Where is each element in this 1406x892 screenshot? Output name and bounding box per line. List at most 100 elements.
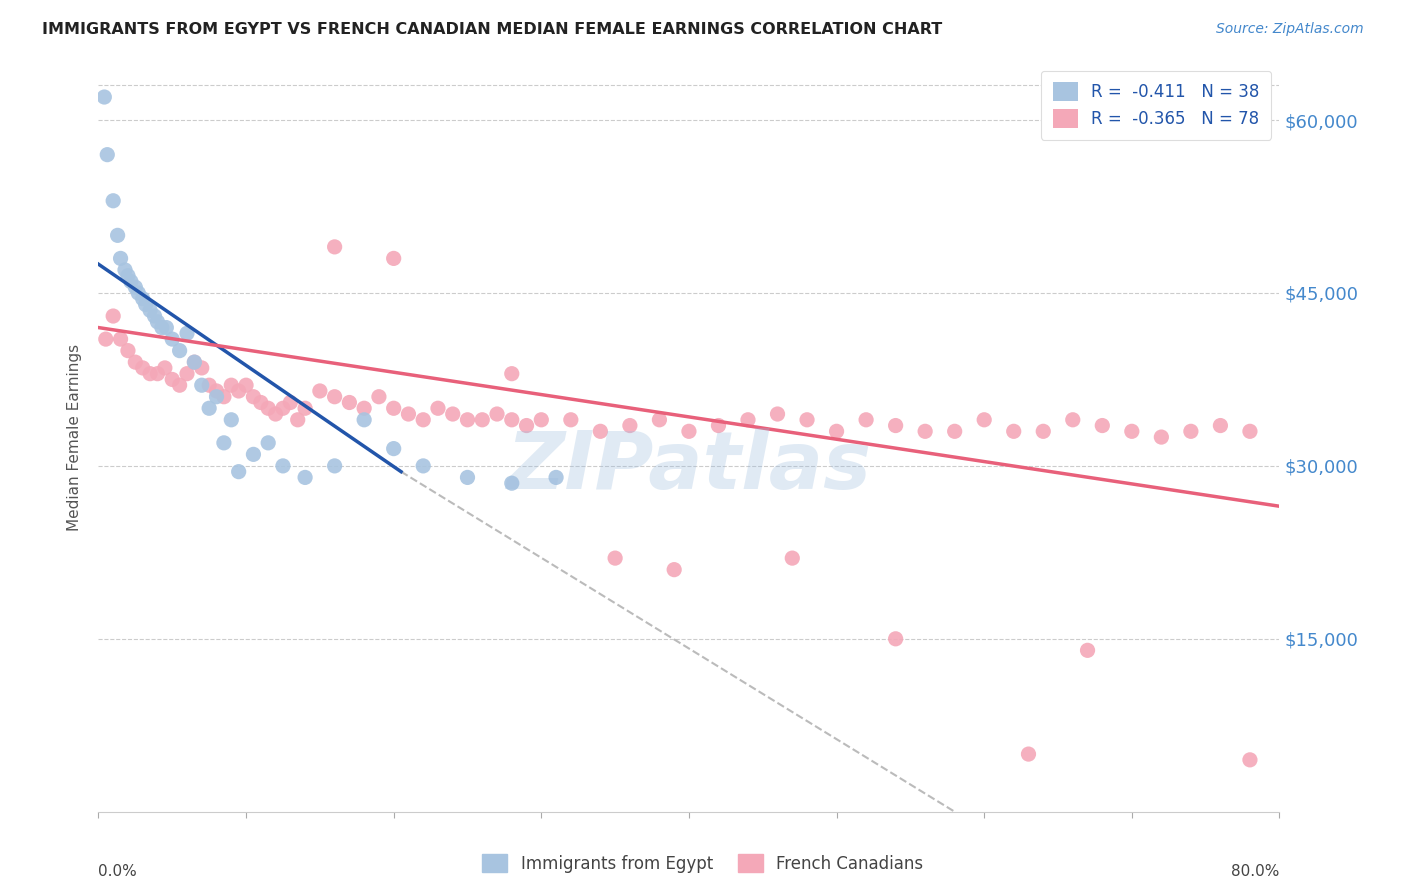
Point [486, 407, 509, 421]
Text: 0.0%: 0.0% [98, 863, 138, 879]
Point [1091, 418, 1114, 433]
Point [132, 360, 155, 375]
Point [96, 147, 118, 161]
Point [250, 395, 273, 409]
Point [228, 465, 250, 479]
Point [103, 194, 125, 208]
Point [1077, 643, 1099, 657]
Point [457, 413, 479, 427]
Point [120, 275, 142, 289]
Point [169, 343, 191, 358]
Point [146, 367, 169, 381]
Point [242, 447, 264, 461]
Point [191, 360, 214, 375]
Point [103, 309, 125, 323]
Point [648, 413, 671, 427]
Point [205, 384, 228, 398]
Point [257, 435, 280, 450]
Point [124, 355, 146, 369]
Y-axis label: Median Female Earnings: Median Female Earnings [67, 343, 83, 531]
Point [183, 355, 205, 369]
Point [309, 384, 332, 398]
Point [221, 413, 243, 427]
Point [1062, 413, 1084, 427]
Point [546, 470, 568, 484]
Point [530, 413, 553, 427]
Point [323, 240, 346, 254]
Legend: Immigrants from Egypt, French Canadians: Immigrants from Egypt, French Canadians [475, 847, 931, 880]
Text: IMMIGRANTS FROM EGYPT VS FRENCH CANADIAN MEDIAN FEMALE EARNINGS CORRELATION CHAR: IMMIGRANTS FROM EGYPT VS FRENCH CANADIAN… [42, 22, 942, 37]
Point [146, 315, 169, 329]
Point [796, 413, 818, 427]
Point [280, 395, 302, 409]
Point [398, 407, 420, 421]
Point [1002, 425, 1025, 439]
Point [457, 470, 479, 484]
Point [619, 418, 641, 433]
Point [412, 458, 434, 473]
Point [135, 297, 157, 311]
Point [287, 413, 309, 427]
Point [228, 384, 250, 398]
Point [471, 413, 494, 427]
Point [162, 372, 183, 386]
Point [176, 367, 198, 381]
Point [205, 390, 228, 404]
Text: Source: ZipAtlas.com: Source: ZipAtlas.com [1216, 22, 1364, 37]
Point [176, 326, 198, 341]
Point [191, 378, 214, 392]
Point [114, 263, 136, 277]
Point [124, 280, 146, 294]
Point [737, 413, 759, 427]
Point [884, 418, 907, 433]
Point [221, 378, 243, 392]
Point [441, 407, 464, 421]
Point [973, 413, 995, 427]
Point [353, 401, 375, 416]
Point [825, 425, 848, 439]
Point [323, 390, 346, 404]
Point [353, 413, 375, 427]
Point [516, 418, 538, 433]
Point [339, 395, 361, 409]
Point [1032, 425, 1054, 439]
Point [153, 360, 176, 375]
Text: ZIPatlas: ZIPatlas [506, 428, 872, 506]
Point [605, 551, 627, 566]
Point [1239, 425, 1261, 439]
Point [139, 303, 162, 318]
Point [271, 401, 294, 416]
Point [117, 268, 139, 283]
Point [117, 343, 139, 358]
Point [235, 378, 257, 392]
Point [183, 355, 205, 369]
Point [198, 401, 221, 416]
Point [169, 378, 191, 392]
Point [943, 425, 966, 439]
Point [271, 458, 294, 473]
Point [427, 401, 450, 416]
Point [242, 390, 264, 404]
Point [766, 407, 789, 421]
Point [150, 320, 173, 334]
Point [110, 252, 132, 266]
Point [678, 425, 700, 439]
Text: 80.0%: 80.0% [1232, 863, 1279, 879]
Point [212, 390, 235, 404]
Point [589, 425, 612, 439]
Point [707, 418, 730, 433]
Point [212, 435, 235, 450]
Legend: R =  -0.411   N = 38, R =  -0.365   N = 78: R = -0.411 N = 38, R = -0.365 N = 78 [1040, 70, 1271, 140]
Point [782, 551, 804, 566]
Point [264, 407, 287, 421]
Point [501, 367, 523, 381]
Point [382, 442, 405, 456]
Point [1121, 425, 1143, 439]
Point [93, 90, 115, 104]
Point [162, 332, 183, 346]
Point [127, 285, 149, 300]
Point [412, 413, 434, 427]
Point [382, 252, 405, 266]
Point [914, 425, 936, 439]
Point [139, 367, 162, 381]
